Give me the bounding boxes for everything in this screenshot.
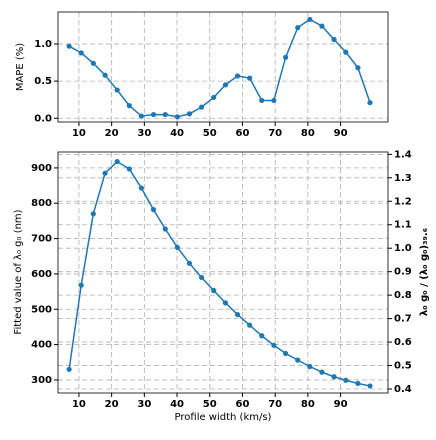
marker [247, 75, 253, 81]
x-tick-label: 90 [334, 128, 348, 139]
marker [259, 333, 265, 339]
marker [331, 36, 337, 43]
y-tick-label: 900 [31, 163, 52, 174]
marker [307, 16, 313, 23]
y-tick-label: 300 [31, 375, 52, 386]
marker [102, 72, 108, 78]
marker [295, 357, 301, 363]
marker [355, 65, 361, 71]
marker [211, 287, 217, 294]
marker [150, 206, 157, 213]
marker [295, 25, 301, 31]
marker [283, 54, 289, 60]
x-axis-label: Profile width (km/s) [175, 412, 272, 423]
marker [259, 97, 265, 104]
marker [90, 211, 96, 217]
marker [234, 311, 241, 318]
marker [90, 60, 96, 66]
y2-tick-label: 1.1 [394, 220, 412, 231]
marker [78, 50, 84, 56]
x-tick-label: 50 [203, 399, 217, 410]
marker [114, 87, 120, 93]
marker [78, 282, 84, 288]
x-tick-label: 20 [105, 399, 119, 410]
y2-tick-label: 0.5 [394, 361, 412, 372]
y2-axis-label: λ₀ g₀ / (λ₀ g₀)₃₉.₆ [419, 228, 430, 316]
marker [198, 274, 205, 281]
y2-tick-label: 1.3 [394, 173, 412, 184]
plot-frame [57, 11, 389, 123]
marker [343, 377, 349, 383]
marker [138, 113, 144, 119]
marker [211, 94, 217, 101]
marker [307, 363, 313, 370]
marker [247, 322, 253, 328]
x-tick-label: 70 [268, 128, 282, 139]
marker [114, 158, 120, 165]
y2-tick-label: 1.2 [394, 196, 412, 207]
marker [367, 100, 373, 106]
x-tick-label: 50 [203, 128, 217, 139]
marker [331, 374, 337, 380]
y2-tick-label: 1.0 [394, 243, 412, 254]
y2-tick-label: 0.8 [394, 290, 412, 301]
plot-frame [57, 151, 389, 394]
marker [271, 342, 277, 348]
y2-tick-label: 0.7 [394, 314, 412, 325]
x-tick-label: 20 [105, 128, 119, 139]
marker [222, 300, 229, 306]
marker [198, 104, 205, 110]
marker [162, 226, 168, 232]
y2-tick-label: 1.4 [394, 149, 412, 160]
marker [66, 366, 72, 372]
marker [367, 383, 373, 389]
marker [138, 185, 144, 191]
x-tick-label: 30 [137, 399, 151, 410]
marker [186, 260, 193, 266]
marker [102, 170, 108, 176]
marker [174, 244, 180, 251]
marker [66, 43, 72, 49]
x-tick-label: 80 [301, 399, 315, 410]
marker [162, 111, 168, 118]
marker [150, 111, 157, 118]
marker [222, 82, 229, 88]
marker [355, 380, 361, 387]
x-tick-label: 60 [235, 399, 249, 410]
marker [234, 73, 241, 79]
y2-tick-label: 0.6 [394, 337, 412, 348]
marker [126, 103, 132, 109]
marker [186, 111, 193, 117]
x-tick-label: 40 [170, 128, 184, 139]
y-tick-label: 0.0 [34, 113, 52, 124]
x-tick-label: 10 [72, 399, 86, 410]
line [68, 18, 371, 118]
marker [319, 369, 325, 375]
y-axis-label: Fitted value of λ₀ g₀ (nm) [13, 209, 24, 334]
x-tick-label: 40 [170, 399, 184, 410]
y2-tick-label: 0.9 [394, 267, 412, 278]
y-axis-label: MAPE (%) [15, 43, 26, 91]
marker [343, 49, 349, 55]
marker [174, 114, 180, 120]
y-tick-label: 500 [31, 304, 52, 315]
y-tick-label: 0.5 [34, 76, 52, 87]
marker [126, 166, 132, 172]
marker [283, 350, 289, 357]
y-tick-label: 600 [31, 269, 52, 280]
x-tick-label: 80 [301, 128, 315, 139]
x-tick-label: 90 [334, 399, 348, 410]
y-tick-label: 400 [31, 340, 52, 351]
y2-tick-label: 0.4 [394, 384, 412, 395]
x-tick-label: 30 [137, 128, 151, 139]
marker [319, 23, 325, 29]
y-tick-label: 800 [31, 198, 52, 209]
x-tick-label: 70 [268, 399, 282, 410]
y-tick-label: 700 [31, 234, 52, 245]
x-tick-label: 60 [235, 128, 249, 139]
y-tick-label: 1.0 [34, 39, 52, 50]
marker [271, 97, 277, 104]
x-tick-label: 10 [72, 128, 86, 139]
